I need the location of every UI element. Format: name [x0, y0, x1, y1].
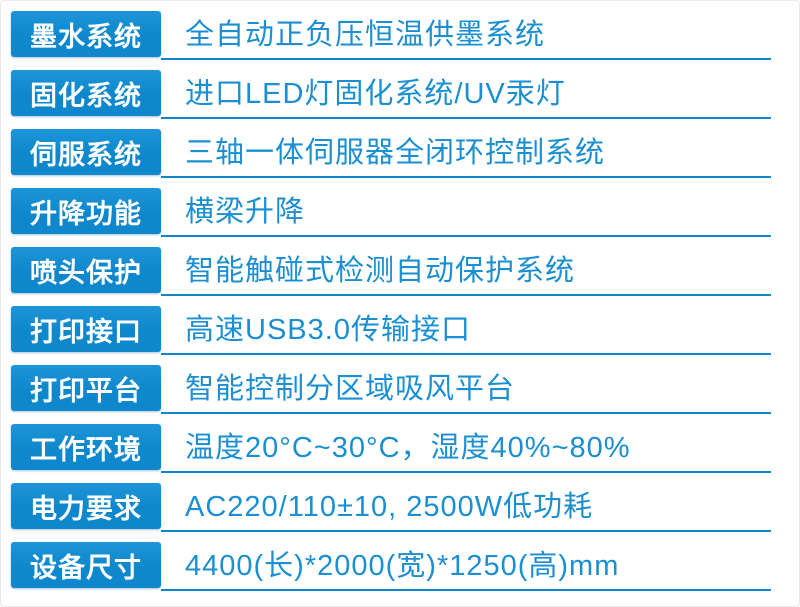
spec-row-servo-system: 伺服系统 三轴一体伺服器全闭环控制系统 — [11, 129, 771, 178]
spec-row-print-platform: 打印平台 智能控制分区域吸风平台 — [11, 365, 771, 414]
row-underline — [161, 235, 771, 237]
spec-value: 全自动正负压恒温供墨系统 — [185, 19, 546, 51]
row-underline — [161, 412, 771, 414]
row-underline — [161, 58, 771, 60]
spec-label: 固化系统 — [11, 70, 161, 116]
spec-label: 升降功能 — [11, 188, 161, 234]
spec-label: 工作环境 — [11, 424, 161, 470]
spec-value: 4400(长)*2000(宽)*1250(高)mm — [185, 550, 620, 582]
spec-value: AC220/110±10, 2500W低功耗 — [185, 491, 594, 523]
spec-row-curing-system: 固化系统 进口LED灯固化系统/UV汞灯 — [11, 70, 771, 119]
spec-label: 喷头保护 — [11, 247, 161, 293]
row-underline — [161, 117, 771, 119]
spec-table: 墨水系统 全自动正负压恒温供墨系统 固化系统 进口LED灯固化系统/UV汞灯 伺… — [11, 11, 771, 591]
row-underline — [161, 530, 771, 532]
spec-label: 电力要求 — [11, 483, 161, 529]
spec-value: 温度20°C~30°C，湿度40%~80% — [185, 432, 631, 464]
row-underline — [161, 294, 771, 296]
spec-value: 高速USB3.0传输接口 — [185, 314, 471, 346]
spec-label: 设备尺寸 — [11, 542, 161, 588]
row-underline — [161, 176, 771, 178]
spec-row-printhead-protection: 喷头保护 智能触碰式检测自动保护系统 — [11, 247, 771, 296]
spec-label: 墨水系统 — [11, 11, 161, 57]
spec-row-power-requirement: 电力要求 AC220/110±10, 2500W低功耗 — [11, 483, 771, 532]
spec-row-print-interface: 打印接口 高速USB3.0传输接口 — [11, 306, 771, 355]
spec-value: 智能触碰式检测自动保护系统 — [185, 255, 576, 287]
row-underline — [161, 353, 771, 355]
spec-row-equipment-size: 设备尺寸 4400(长)*2000(宽)*1250(高)mm — [11, 542, 771, 591]
spec-label: 打印平台 — [11, 365, 161, 411]
spec-row-lift-function: 升降功能 横梁升降 — [11, 188, 771, 237]
spec-row-ink-system: 墨水系统 全自动正负压恒温供墨系统 — [11, 11, 771, 60]
spec-value: 横梁升降 — [185, 196, 306, 228]
spec-value: 三轴一体伺服器全闭环控制系统 — [185, 137, 606, 169]
row-underline — [161, 589, 771, 591]
spec-value: 进口LED灯固化系统/UV汞灯 — [185, 78, 566, 110]
row-underline — [161, 471, 771, 473]
spec-value: 智能控制分区域吸风平台 — [185, 373, 516, 405]
spec-row-working-environment: 工作环境 温度20°C~30°C，湿度40%~80% — [11, 424, 771, 473]
spec-label: 伺服系统 — [11, 129, 161, 175]
spec-label: 打印接口 — [11, 306, 161, 352]
